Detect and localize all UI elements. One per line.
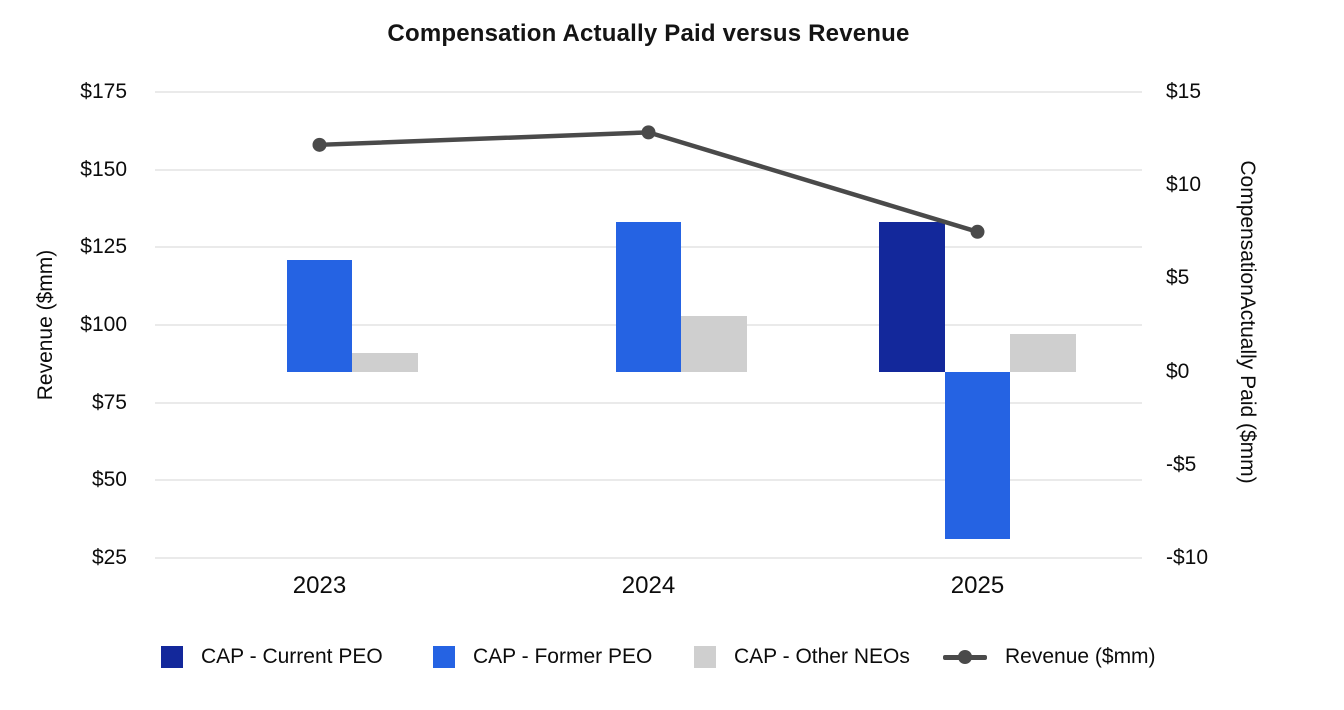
- bar-cap-other-neos-2025: [1010, 334, 1077, 372]
- legend: CAP - Current PEO CAP - Former PEO CAP -…: [0, 641, 1344, 673]
- plot-area: [155, 91, 1142, 559]
- right-axis-tick: -$10: [1166, 546, 1209, 569]
- left-axis-tick: $75: [91, 390, 127, 414]
- right-axis-tick: $15: [1166, 80, 1202, 103]
- left-axis-tick: $25: [91, 546, 127, 569]
- legend-label-other-neos: CAP - Other NEOs: [734, 645, 910, 668]
- gridline: [155, 557, 1142, 559]
- bar-cap-former-peo-2024: [615, 222, 682, 372]
- revenue-point: [312, 137, 327, 152]
- legend-swatch-other-neos-icon: [694, 646, 716, 668]
- right-axis-tick: -$5: [1166, 452, 1197, 476]
- bar-cap-former-peo-2025: [944, 371, 1011, 540]
- bar-cap-current-peo-2025: [878, 222, 945, 372]
- gridline: [155, 401, 1142, 404]
- legend-item-cap-other-neos: CAP - Other NEOs: [694, 641, 910, 673]
- left-axis-tick: $100: [80, 313, 127, 336]
- right-axis-tick: $10: [1166, 173, 1202, 197]
- right-axis-tick: $5: [1166, 266, 1190, 290]
- revenue-point: [970, 224, 985, 239]
- gridline: [155, 91, 1142, 93]
- revenue-line: [312, 125, 985, 239]
- x-axis-label-2023: 2023: [292, 572, 347, 599]
- bar-cap-other-neos-2023: [352, 352, 419, 372]
- legend-item-cap-current-peo: CAP - Current PEO: [161, 641, 383, 673]
- gridline: [155, 479, 1142, 482]
- legend-item-cap-former-peo: CAP - Former PEO: [433, 641, 652, 673]
- x-axis-label-2025: 2025: [950, 572, 1005, 599]
- legend-label-current-peo: CAP - Current PEO: [201, 645, 383, 668]
- right-axis-title: CompensationActually Paid ($mm): [1236, 160, 1259, 484]
- gridline: [155, 168, 1142, 171]
- right-axis-tick: $0: [1166, 359, 1190, 383]
- legend-item-revenue: Revenue ($mm): [943, 641, 1156, 673]
- left-axis-tick: $50: [91, 468, 127, 492]
- chart-title: Compensation Actually Paid versus Revenu…: [387, 20, 910, 47]
- bar-cap-former-peo-2023: [286, 259, 353, 372]
- legend-label-former-peo: CAP - Former PEO: [473, 645, 653, 668]
- left-axis-tick: $150: [80, 157, 127, 181]
- legend-swatch-current-peo-icon: [161, 646, 183, 668]
- legend-label-revenue: Revenue ($mm): [1005, 645, 1156, 668]
- x-axis-label-2024: 2024: [621, 572, 676, 599]
- revenue-point: [641, 125, 656, 140]
- left-axis-tick: $125: [80, 235, 127, 259]
- legend-swatch-former-peo-icon: [433, 646, 455, 668]
- left-axis-tick: $175: [80, 80, 127, 103]
- bar-cap-other-neos-2024: [681, 315, 748, 372]
- legend-line-marker-icon: [943, 650, 987, 664]
